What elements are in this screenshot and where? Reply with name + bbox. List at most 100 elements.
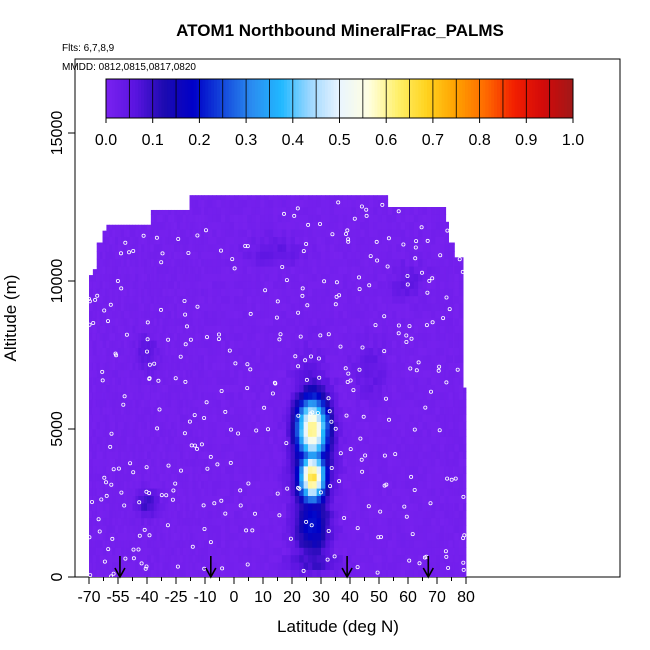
heatmap-cell (195, 517, 199, 526)
heatmap-cell (153, 458, 158, 467)
heatmap-cell (144, 392, 148, 400)
heatmap-cell (174, 369, 178, 378)
heatmap-cell (99, 369, 103, 378)
heatmap-cell (238, 207, 244, 215)
heatmap-cell (405, 303, 410, 311)
heatmap-cell (396, 443, 402, 452)
heatmap-cell (182, 303, 187, 311)
heatmap-cell (132, 362, 136, 371)
heatmap-cell (264, 429, 270, 437)
heatmap-cell (176, 569, 181, 577)
heatmap-cell (368, 362, 374, 371)
heatmap-cell (242, 347, 248, 356)
heatmap-cell (307, 392, 313, 400)
heatmap-cell (268, 495, 274, 504)
heatmap-cell (185, 458, 189, 467)
heatmap-cell (381, 221, 387, 230)
heatmap-cell (189, 214, 193, 223)
heatmap-cell (307, 281, 313, 289)
heatmap-cell (174, 273, 178, 282)
heatmap-cell (106, 399, 110, 408)
heatmap-cell (360, 525, 365, 533)
heatmap-cell (373, 451, 378, 459)
heatmap-cell (431, 458, 436, 467)
heatmap-cell (377, 421, 383, 430)
heatmap-cell (115, 318, 119, 326)
heatmap-cell (165, 251, 169, 260)
heatmap-cell (242, 532, 248, 541)
heatmap-cell (299, 303, 304, 311)
heatmap-cell (431, 488, 436, 496)
heatmap-cell (251, 488, 257, 496)
heatmap-cell (149, 458, 152, 467)
heatmap-cell (225, 214, 231, 223)
heatmap-cell (204, 547, 209, 556)
heatmap-cell (329, 554, 335, 563)
heatmap-cell (156, 384, 160, 393)
heatmap-cell (150, 517, 155, 526)
heatmap-cell (176, 209, 181, 215)
heatmap-cell (381, 251, 387, 260)
heatmap-cell (185, 214, 189, 223)
heatmap-cell (204, 369, 209, 378)
heatmap-cell (112, 281, 116, 289)
heatmap-cell (268, 355, 274, 363)
heatmap-cell (150, 273, 155, 282)
heatmap-cell (123, 510, 128, 519)
heatmap-cell (238, 569, 244, 577)
heatmap-cell (109, 273, 113, 282)
heatmap-cell (141, 318, 145, 326)
heatmap-cell (405, 377, 410, 385)
heatmap-cell (150, 332, 155, 341)
heatmap-cell (109, 318, 113, 326)
heatmap-cell (364, 547, 370, 556)
heatmap-cell (95, 269, 98, 274)
heatmap-cell (435, 258, 441, 267)
heatmap-cell (129, 303, 133, 311)
heatmap-cell (264, 458, 270, 467)
heatmap-cell (418, 421, 423, 430)
heatmap-cell (216, 458, 222, 467)
heatmap-cell (435, 488, 441, 496)
heatmap-cell (204, 392, 209, 400)
heatmap-cell (426, 429, 432, 437)
heatmap-cell (342, 540, 348, 548)
heatmap-cell (147, 488, 151, 496)
heatmap-cell (182, 554, 187, 563)
heatmap-cell (373, 392, 378, 400)
heatmap-cell (102, 466, 106, 474)
heatmap-cell (360, 332, 365, 341)
heatmap-cell (234, 480, 239, 489)
heatmap-cell (422, 429, 428, 437)
heatmap-cell (381, 229, 387, 237)
heatmap-cell (207, 503, 213, 511)
heatmap-cell (153, 303, 158, 311)
heatmap-cell (426, 214, 432, 223)
heatmap-cell (281, 421, 287, 430)
heatmap-cell (204, 510, 209, 519)
heatmap-cell (277, 266, 283, 274)
heatmap-cell (264, 510, 270, 519)
heatmap-cell (91, 436, 94, 445)
heatmap-cell (444, 495, 447, 504)
heatmap-cell (176, 384, 181, 393)
heatmap-cell (303, 384, 309, 393)
heatmap-cell (126, 554, 130, 563)
heatmap-cell (162, 503, 166, 511)
heatmap-cell (329, 310, 335, 319)
heatmap-cell (165, 510, 169, 519)
heatmap-cell (342, 443, 348, 452)
heatmap-cell (400, 347, 406, 356)
heatmap-cell (174, 295, 178, 304)
heatmap-cell (229, 288, 235, 297)
heatmap-cell (364, 310, 370, 319)
heatmap-cell (225, 525, 231, 533)
heatmap-cell (149, 273, 152, 282)
heatmap-cell (321, 399, 326, 408)
heatmap-cell (207, 258, 213, 267)
heatmap-cell (355, 266, 361, 274)
heatmap-cell (338, 288, 344, 297)
heatmap-cell (165, 562, 169, 570)
heatmap-cell (109, 443, 113, 452)
heatmap-cell (91, 340, 94, 348)
